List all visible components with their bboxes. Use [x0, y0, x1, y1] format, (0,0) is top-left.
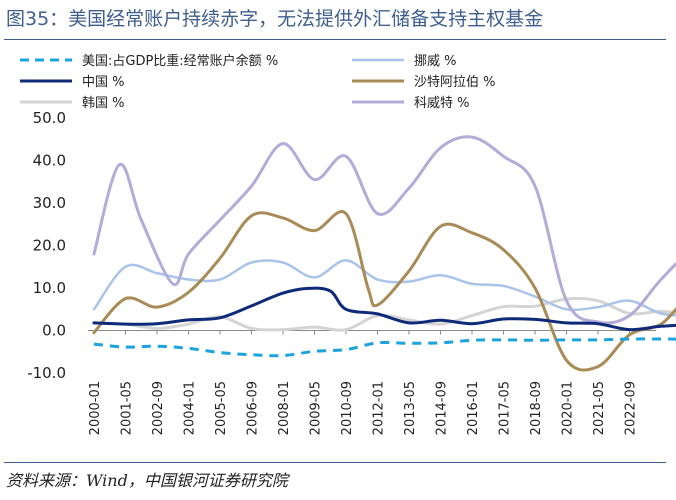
y-tick-label: -10.0: [27, 364, 66, 382]
x-tick-label: 2009-05: [309, 381, 324, 435]
x-tick-label: 2006-09: [246, 381, 261, 435]
source-note: 资料来源：Wind，中国银河证券研究院: [6, 471, 288, 490]
series-layer: [92, 135, 676, 372]
legend-label: 挪威 %: [414, 54, 457, 69]
x-tick-label: 2005-05: [214, 381, 229, 435]
series-china-line: [92, 286, 676, 332]
y-tick-label: 30.0: [33, 194, 66, 212]
x-tick-label: 2018-09: [529, 381, 544, 435]
legend-label: 中国 %: [82, 75, 125, 90]
legend-label: 沙特阿拉伯 %: [414, 75, 496, 90]
source-rule: [4, 462, 666, 463]
x-tick-label: 2020-01: [561, 381, 576, 435]
y-tick-label: 40.0: [33, 152, 66, 170]
y-axis: 50.0 40.0 30.0 20.0 10.0 0.0 -10.0: [27, 109, 66, 382]
chart-title: 图35：美国经常账户持续赤字，无法提供外汇储备支持主权基金: [6, 8, 544, 30]
series-saudi-line: [92, 210, 676, 372]
x-tick-label: 2008-01: [277, 381, 292, 435]
series-kuwait-line: [92, 135, 676, 325]
x-tick-label: 2022-09: [624, 381, 639, 435]
x-tick-label: 2014-09: [435, 381, 450, 435]
y-tick-label: 20.0: [33, 237, 66, 255]
legend-label: 美国:占GDP比重:经常账户余额 %: [82, 53, 278, 69]
y-tick-label: 10.0: [33, 279, 66, 297]
x-tick-label: 2016-01: [466, 381, 481, 435]
x-tick-label: 2017-05: [498, 381, 513, 435]
y-tick-label: 50.0: [33, 109, 66, 127]
title-rule: [4, 39, 666, 40]
legend-label: 韩国 %: [82, 96, 125, 111]
x-tick-label: 2004-01: [183, 381, 198, 435]
legend-label: 科威特 %: [414, 96, 470, 111]
series-korea-line: [92, 297, 676, 332]
series-us-ca-line: [93, 337, 676, 358]
x-tick-label: 2002-09: [151, 381, 166, 435]
x-tick-label: 2000-01: [88, 381, 103, 435]
legend: 美国:占GDP比重:经常账户余额 % 挪威 % 中国 % 沙特阿拉伯 % 韩国 % 科威特…: [20, 53, 496, 111]
x-tick-label: 2012-01: [372, 381, 387, 435]
x-tick-label: 2001-05: [120, 381, 135, 435]
x-axis: 2000-01 2001-05 2002-09 2004-01 2005-05 2006-…: [88, 330, 656, 435]
series-norway-line: [92, 259, 676, 317]
x-tick-label: 2010-09: [340, 381, 355, 435]
y-tick-label: 0.0: [42, 322, 66, 340]
x-tick-label: 2013-05: [403, 381, 418, 435]
x-tick-label: 2021-05: [592, 381, 607, 435]
line-chart: 美国:占GDP比重:经常账户余额 % 挪威 % 中国 % 沙特阿拉伯 % 韩国 % 科威特…: [20, 53, 676, 435]
